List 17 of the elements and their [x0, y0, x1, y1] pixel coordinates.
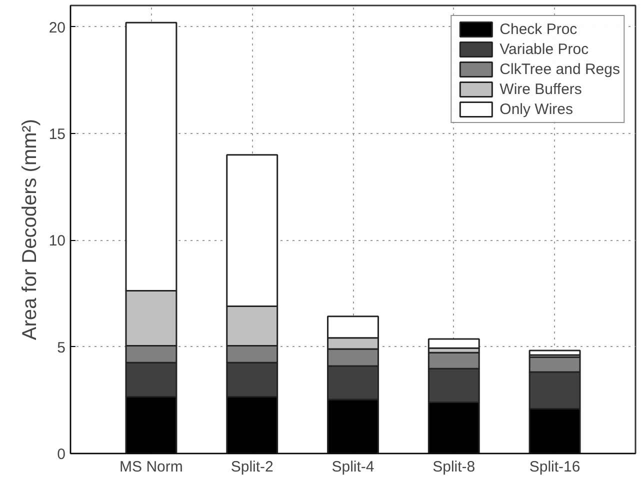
y-tick-label: 20 — [48, 19, 66, 36]
x-tick-label: Split-4 — [332, 458, 374, 476]
y-axis-title: Area for Decoders (mm²) — [18, 118, 41, 340]
x-tick-label: Split-16 — [529, 458, 580, 476]
legend-label: Only Wires — [500, 100, 573, 118]
bar — [528, 350, 581, 356]
legend-label: Wire Buffers — [500, 80, 582, 98]
x-tick-label: MS Norm — [120, 458, 183, 476]
x-tick-label: Split-2 — [230, 458, 274, 476]
y-tick-label: 5 — [57, 339, 66, 356]
y-tick-label: 10 — [48, 232, 66, 250]
legend-label: Check Proc — [500, 20, 578, 38]
legend-label: Variable Proc — [500, 40, 589, 58]
x-tick-label: Split-8 — [432, 458, 476, 476]
legend-label: ClkTree and Regs — [500, 60, 620, 78]
y-tick-label: 15 — [48, 126, 66, 143]
y-tick-label: 0 — [57, 446, 66, 463]
